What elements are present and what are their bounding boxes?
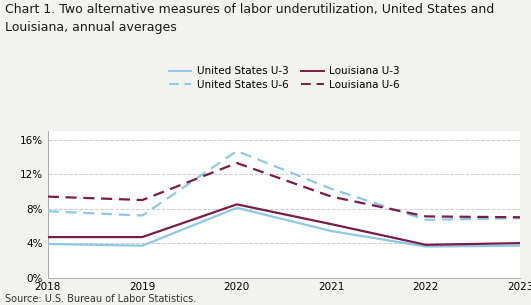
Text: Chart 1. Two alternative measures of labor underutilization, United States and: Chart 1. Two alternative measures of lab… [5, 3, 494, 16]
Text: Louisiana, annual averages: Louisiana, annual averages [5, 21, 177, 34]
Text: Source: U.S. Bureau of Labor Statistics.: Source: U.S. Bureau of Labor Statistics. [5, 294, 196, 304]
Legend: United States U-3, United States U-6, Louisiana U-3, Louisiana U-6: United States U-3, United States U-6, Lo… [165, 62, 404, 94]
